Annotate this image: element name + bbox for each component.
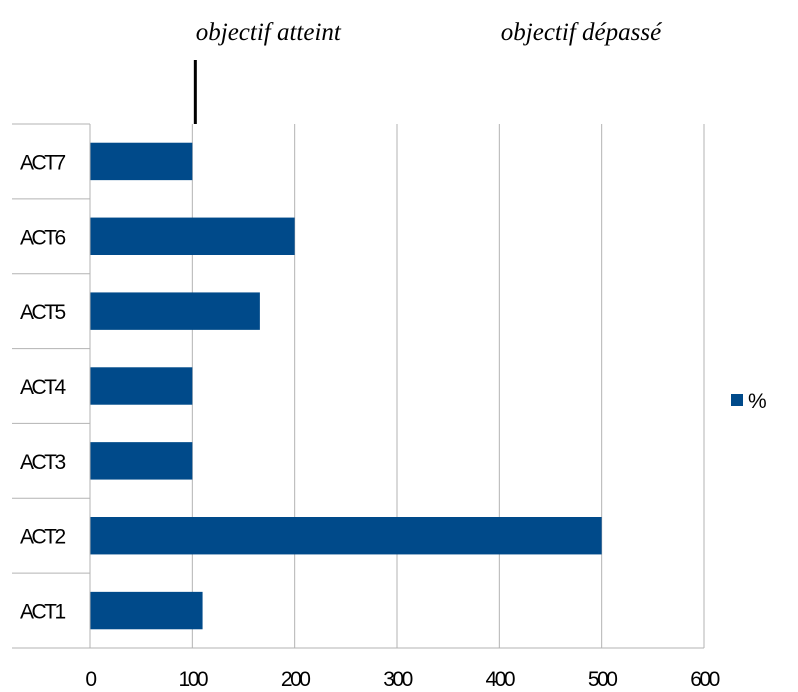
legend: % [731,390,767,413]
x-tick-label-0: 0 [85,668,96,691]
y-tick-label-act3: ACT3 [20,451,66,474]
annotation-objectif-atteint: objectif atteint [196,19,342,46]
axis-layer [12,123,704,649]
bar-act2 [90,517,602,555]
x-tick-label-500: 500 [588,668,617,691]
x-tick-label-100: 100 [179,668,208,691]
annotation-objectif-depasse: objectif dépassé [501,19,662,46]
bar-act6 [90,217,295,255]
x-tick-label-400: 400 [486,668,515,691]
y-tick-label-act1: ACT1 [20,601,66,624]
bar-act7 [90,142,193,181]
y-tick-label-act2: ACT2 [20,526,66,549]
annotation-layer: objectif atteint objectif dépassé [193,19,662,124]
bar-act5 [90,292,260,330]
bars-layer [90,142,602,630]
legend-label: % [748,390,767,413]
y-tick-label-act7: ACT7 [20,151,66,174]
y-tick-label-act5: ACT5 [20,301,66,324]
bar-act1 [90,591,203,630]
labels-layer: 0 100 200 300 400 500 600 ACT1 ACT2 ACT3 ACT4 ACT5 A… [20,151,722,691]
legend-swatch [731,394,743,406]
grid-layer [191,124,705,648]
bar-act3 [90,442,193,480]
x-tick-label-300: 300 [383,668,412,691]
y-tick-label-act4: ACT4 [20,376,67,399]
y-tick-label-act6: ACT6 [20,226,66,249]
bar-act4 [90,367,193,405]
x-tick-label-200: 200 [281,668,310,691]
x-tick-label-600: 600 [690,668,719,691]
